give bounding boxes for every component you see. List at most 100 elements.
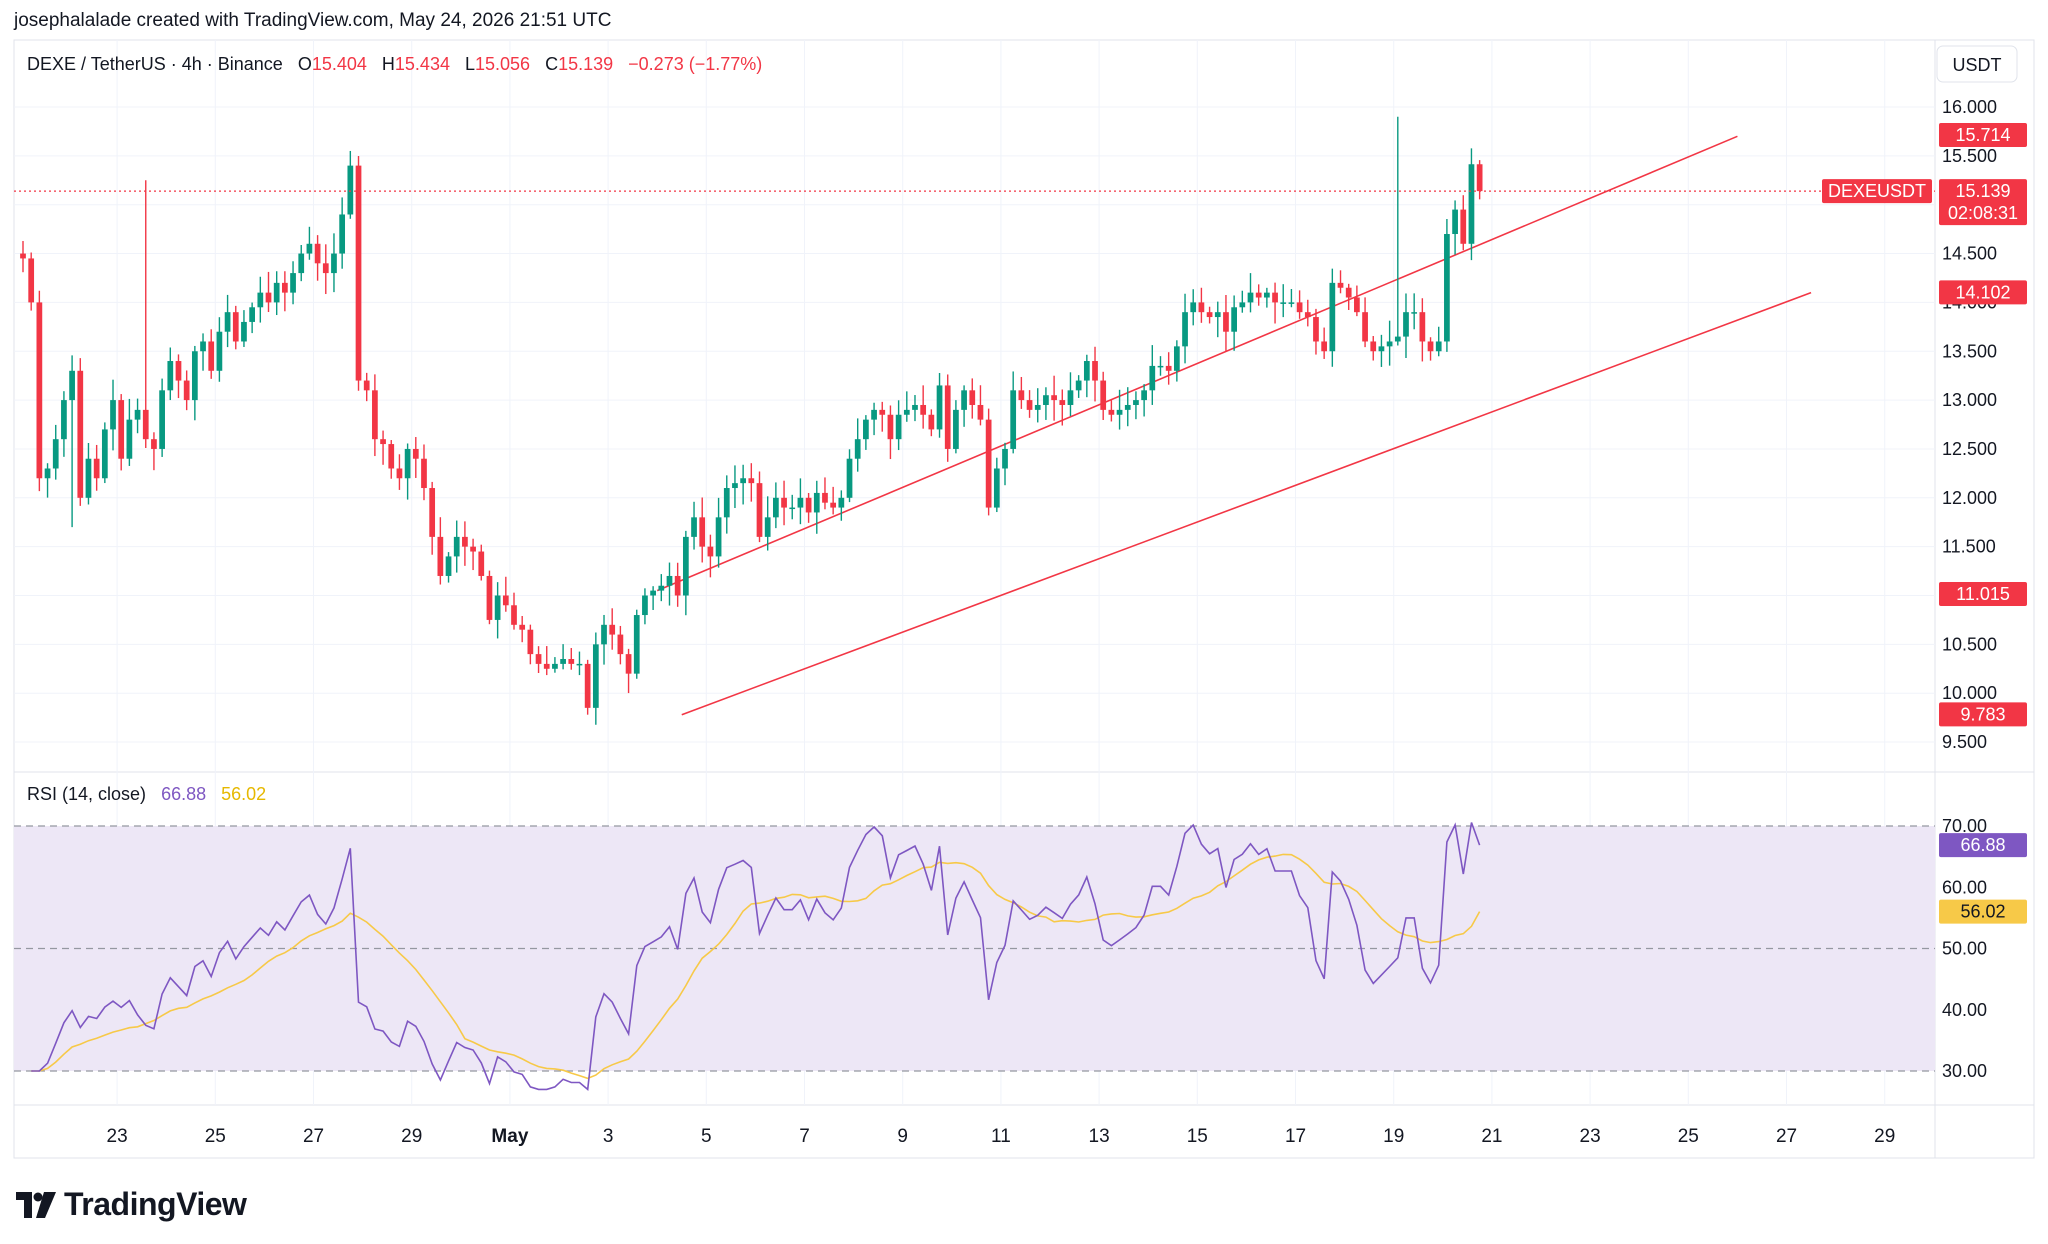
candle: [1419, 298, 1426, 362]
candle: [592, 632, 599, 725]
candle-body: [159, 390, 165, 449]
candle-body: [920, 404, 927, 415]
candle-body: [20, 253, 26, 259]
candle-body: [1182, 312, 1188, 347]
candle-body: [912, 404, 918, 410]
channel-lower-line[interactable]: [681, 291, 1812, 716]
candle-body: [511, 605, 517, 625]
candle: [1476, 160, 1483, 200]
candle-body: [1378, 346, 1385, 352]
candle: [1264, 287, 1270, 308]
rsi-series: [31, 822, 1481, 1091]
candle: [486, 570, 493, 625]
candle: [1247, 273, 1254, 313]
candle: [715, 497, 722, 568]
candle-body: [609, 624, 616, 635]
currency-button[interactable]: [1936, 45, 2018, 83]
candle: [633, 609, 640, 679]
candle: [691, 501, 697, 550]
symbol-label: DEXEUSDT: [1828, 181, 1926, 201]
candle-body: [773, 497, 779, 518]
candle: [1255, 284, 1262, 306]
candle-body: [592, 644, 599, 708]
candle: [380, 430, 386, 465]
channel-upper-line[interactable]: [656, 135, 1738, 592]
candle-body: [36, 302, 43, 479]
candle: [781, 480, 787, 526]
candle: [1190, 289, 1197, 326]
candle-body: [290, 273, 296, 293]
price-label-mid-box: [1939, 582, 2027, 607]
candle: [69, 355, 75, 528]
candle-body: [1362, 312, 1368, 342]
candle-body: [347, 165, 354, 215]
candle-body: [437, 536, 444, 576]
candle: [879, 401, 886, 432]
symbol-label-box: [1822, 179, 1932, 204]
candle-body: [1354, 297, 1360, 313]
candle: [118, 394, 125, 471]
candle: [1288, 288, 1295, 308]
tradingview-logo[interactable]: TradingView: [16, 1186, 247, 1223]
candle: [216, 317, 223, 382]
rsi-band: [14, 825, 1935, 1072]
legend-row[interactable]: DEXE / TetherUS · 4h · Binance O15.404 H…: [27, 54, 762, 74]
current-price-box: [1939, 179, 2027, 226]
rsi-tick-label: 60.00: [1942, 877, 1987, 897]
price-label-high-line: 15.714: [1955, 125, 2010, 145]
rsi-axis[interactable]: 30.00 40.00 50.00 60.00 70.00: [1942, 816, 1987, 1081]
candle-body: [28, 258, 35, 303]
rsi-legend[interactable]: RSI (14, close) 66.88 56.02: [27, 784, 266, 804]
candle: [1018, 376, 1025, 409]
candle-body: [363, 380, 370, 391]
candle: [20, 241, 26, 273]
candle-body: [854, 439, 861, 459]
candle: [609, 608, 616, 650]
candle-body: [52, 439, 59, 469]
candle-body: [584, 663, 591, 708]
candle: [732, 465, 738, 509]
candle-body: [993, 468, 1000, 508]
candle-body: [519, 624, 526, 630]
time-tick-label: 23: [1580, 1126, 1601, 1147]
price-tick-label: 12.000: [1942, 488, 1997, 508]
candle: [183, 370, 190, 411]
candle-body: [1124, 404, 1131, 410]
candle-body: [412, 448, 419, 459]
candle: [543, 646, 550, 676]
candle-body: [224, 312, 231, 332]
candle-body: [314, 243, 321, 264]
candle: [601, 614, 607, 665]
candle: [470, 538, 476, 571]
candle-body: [1403, 312, 1409, 337]
candle: [944, 374, 951, 462]
candle: [77, 358, 84, 506]
candle: [61, 391, 67, 457]
candle: [232, 305, 239, 350]
rsi-tick-label: 30.00: [1942, 1061, 1987, 1081]
candle-body: [1304, 312, 1311, 318]
candle: [928, 409, 935, 437]
candle-body: [85, 458, 92, 498]
time-axis[interactable]: 23 25 27 29 May 3 5 7 9 11 13 15 17 19 21 23 25 27 29: [107, 1126, 1896, 1147]
candle: [1337, 270, 1344, 294]
candle: [961, 385, 967, 427]
trend-channel[interactable]: [656, 135, 1812, 716]
candle: [208, 329, 215, 379]
candle-body: [1247, 292, 1254, 303]
candle-body: [1059, 400, 1066, 405]
candle: [617, 625, 624, 665]
candle: [1083, 354, 1090, 398]
candle: [347, 150, 354, 219]
rsi-tick-label: 40.00: [1942, 1000, 1987, 1020]
rsi-legend-value: 66.88: [161, 784, 206, 804]
candle-body: [1051, 395, 1057, 401]
candle: [985, 408, 992, 516]
candle-body: [1239, 302, 1246, 308]
candle: [797, 478, 804, 525]
candle-body: [167, 361, 174, 391]
candle: [871, 402, 877, 436]
candle: [666, 562, 673, 606]
candle: [912, 395, 918, 422]
